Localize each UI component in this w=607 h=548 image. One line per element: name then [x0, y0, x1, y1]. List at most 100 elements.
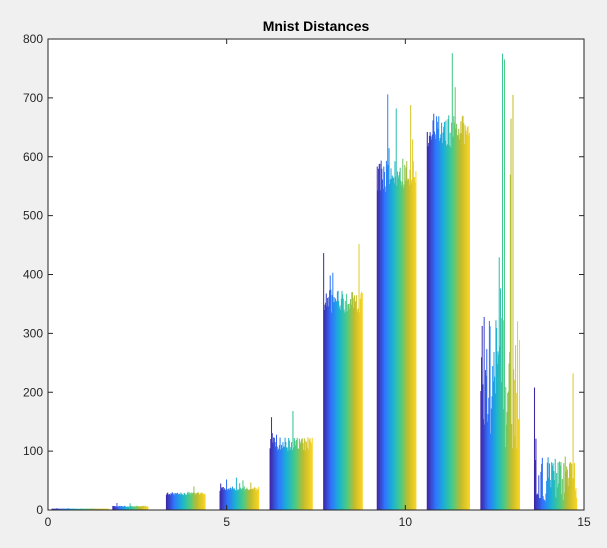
bar-2-49	[198, 492, 200, 510]
bar-9-51	[570, 463, 572, 510]
ticks-layer: 0 5 10 15 0 100 200 300 400 500 600 700 800	[23, 32, 591, 529]
bar-2-40	[192, 492, 194, 510]
bar-3-24	[235, 490, 237, 510]
bar-4-43	[300, 443, 302, 510]
bar-0-30	[80, 508, 82, 510]
x-tick-label-0: 0	[45, 515, 52, 529]
bar-2-10	[172, 493, 174, 510]
bar-6-10	[383, 166, 385, 510]
bar-0-47	[96, 508, 98, 510]
bar-4-13	[278, 445, 280, 510]
bar-2-24	[181, 493, 183, 510]
bar-4-53	[307, 437, 309, 510]
bar-7-19	[440, 134, 442, 510]
y-tick-label-500: 500	[23, 209, 43, 223]
bar-5-52	[357, 311, 359, 510]
bar-5-42	[350, 304, 352, 510]
bar-5-55	[359, 312, 361, 510]
y-tick-label-0: 0	[36, 503, 43, 517]
bar-7-48	[461, 133, 463, 510]
bar-9-2	[535, 438, 537, 510]
bar-4-25	[287, 451, 289, 510]
bar-8-58	[518, 418, 520, 510]
bar-5-0	[323, 253, 325, 510]
bar-3-43	[247, 490, 249, 510]
bar-4-22	[285, 442, 287, 510]
bar-2-35	[188, 492, 190, 510]
bar-2-2	[167, 492, 169, 510]
bar-2-52	[199, 493, 201, 510]
bar-2-33	[187, 491, 189, 510]
bar-8-52	[514, 436, 516, 510]
bar-7-1	[427, 146, 429, 510]
bar-6-59	[415, 171, 417, 510]
bar-1-55	[145, 505, 147, 510]
bar-5-48	[354, 301, 356, 510]
bar-4-47	[303, 449, 305, 510]
bar-9-46	[566, 469, 568, 510]
bar-4-29	[290, 447, 292, 510]
bar-6-35	[399, 167, 401, 510]
bar-8-57	[517, 419, 519, 510]
bar-8-46	[510, 118, 512, 510]
bar-1-46	[139, 506, 141, 510]
bar-1-59	[147, 506, 149, 510]
bar-4-24	[286, 447, 288, 510]
bar-8-49	[512, 94, 514, 510]
bar-1-11	[118, 506, 120, 510]
bar-8-19	[492, 381, 494, 510]
bar-1-29	[129, 503, 131, 510]
bar-6-33	[398, 178, 400, 510]
bar-2-8	[171, 494, 173, 510]
bar-0-52	[101, 508, 103, 510]
bar-8-39	[505, 424, 507, 510]
bar-9-48	[568, 477, 570, 510]
bar-5-10	[329, 275, 331, 510]
bar-6-36	[400, 180, 402, 510]
bar-3-38	[244, 490, 246, 510]
bar-6-31	[397, 171, 399, 510]
bar-0-35	[84, 508, 87, 510]
bar-5-56	[359, 298, 361, 510]
bar-5-16	[333, 297, 335, 510]
bar-4-37	[295, 439, 298, 510]
bar-8-28	[498, 257, 500, 510]
bar-0-36	[85, 508, 88, 510]
bar-3-8	[224, 489, 226, 510]
bar-2-32	[186, 492, 188, 510]
bar-7-25	[444, 140, 446, 510]
bar-6-51	[410, 105, 412, 510]
bar-0-2	[53, 508, 55, 510]
bar-7-26	[445, 120, 447, 510]
bar-1-37	[134, 505, 136, 510]
bar-5-12	[331, 312, 333, 510]
bar-9-18	[546, 462, 548, 510]
bar-4-36	[295, 445, 297, 510]
bar-3-10	[226, 479, 228, 510]
bar-7-2	[428, 142, 430, 510]
bar-2-15	[175, 494, 177, 510]
bar-5-54	[358, 243, 360, 510]
bar-4-7	[274, 442, 276, 510]
bar-5-34	[345, 311, 347, 510]
bar-2-58	[203, 494, 205, 510]
bar-4-39	[297, 448, 299, 510]
bar-7-46	[459, 133, 461, 510]
bar-7-57	[467, 126, 469, 510]
bar-9-17	[546, 480, 548, 510]
bar-9-21	[548, 463, 551, 510]
bar-3-40	[245, 489, 247, 510]
bar-9-58	[575, 488, 577, 510]
y-tick-label-800: 800	[23, 32, 43, 46]
bar-7-29	[447, 119, 449, 510]
y-tick-label-100: 100	[23, 444, 43, 458]
bar-8-40	[506, 411, 508, 510]
bar-1-56	[145, 506, 147, 510]
bar-8-5	[483, 316, 485, 510]
bar-3-9	[225, 489, 227, 510]
bar-2-4	[168, 494, 170, 510]
bar-8-56	[517, 321, 519, 510]
bar-7-38	[453, 122, 455, 510]
bar-0-29	[79, 508, 81, 510]
bar-6-50	[409, 169, 411, 510]
